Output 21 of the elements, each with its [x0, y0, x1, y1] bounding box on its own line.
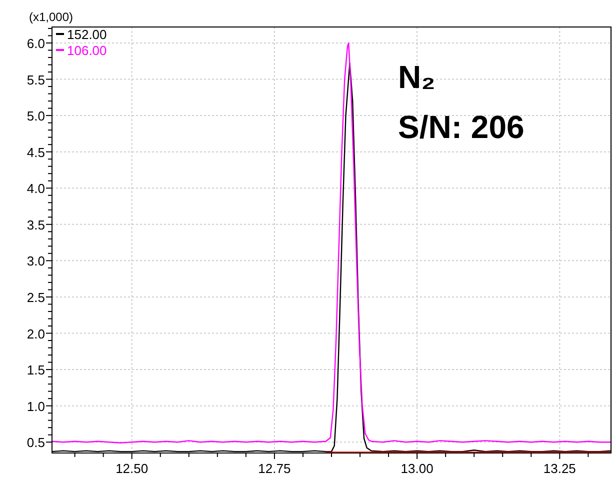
- y-tick-label: 5.0: [26, 108, 45, 124]
- x-tick-label: 12.50: [116, 461, 148, 476]
- y-tick-label: 1.5: [26, 362, 45, 378]
- x-tick-label: 13.00: [400, 461, 434, 476]
- y-tick-label: 2.0: [26, 326, 45, 342]
- y-tick-label: 0.5: [26, 435, 45, 450]
- y-tick-label: 1.0: [26, 398, 45, 414]
- legend-label: 106.00: [67, 43, 107, 58]
- y-tick-label: 2.5: [26, 290, 45, 305]
- y-tick-label: 5.5: [26, 72, 45, 88]
- x-tick-label: 12.75: [258, 461, 291, 476]
- y-tick-label: 4.0: [26, 181, 45, 196]
- x-tick-label: 13.25: [543, 461, 576, 476]
- y-tick-label: 4.5: [26, 144, 45, 160]
- annotation: N₂: [398, 59, 436, 95]
- y-axis-title: (x1,000): [28, 10, 74, 24]
- y-tick-label: 6.0: [26, 36, 45, 51]
- y-tick-label: 3.0: [26, 254, 45, 269]
- annotation: S/N: 206: [398, 109, 524, 145]
- y-tick-label: 3.5: [26, 217, 45, 232]
- legend-label: 152.00: [67, 27, 107, 42]
